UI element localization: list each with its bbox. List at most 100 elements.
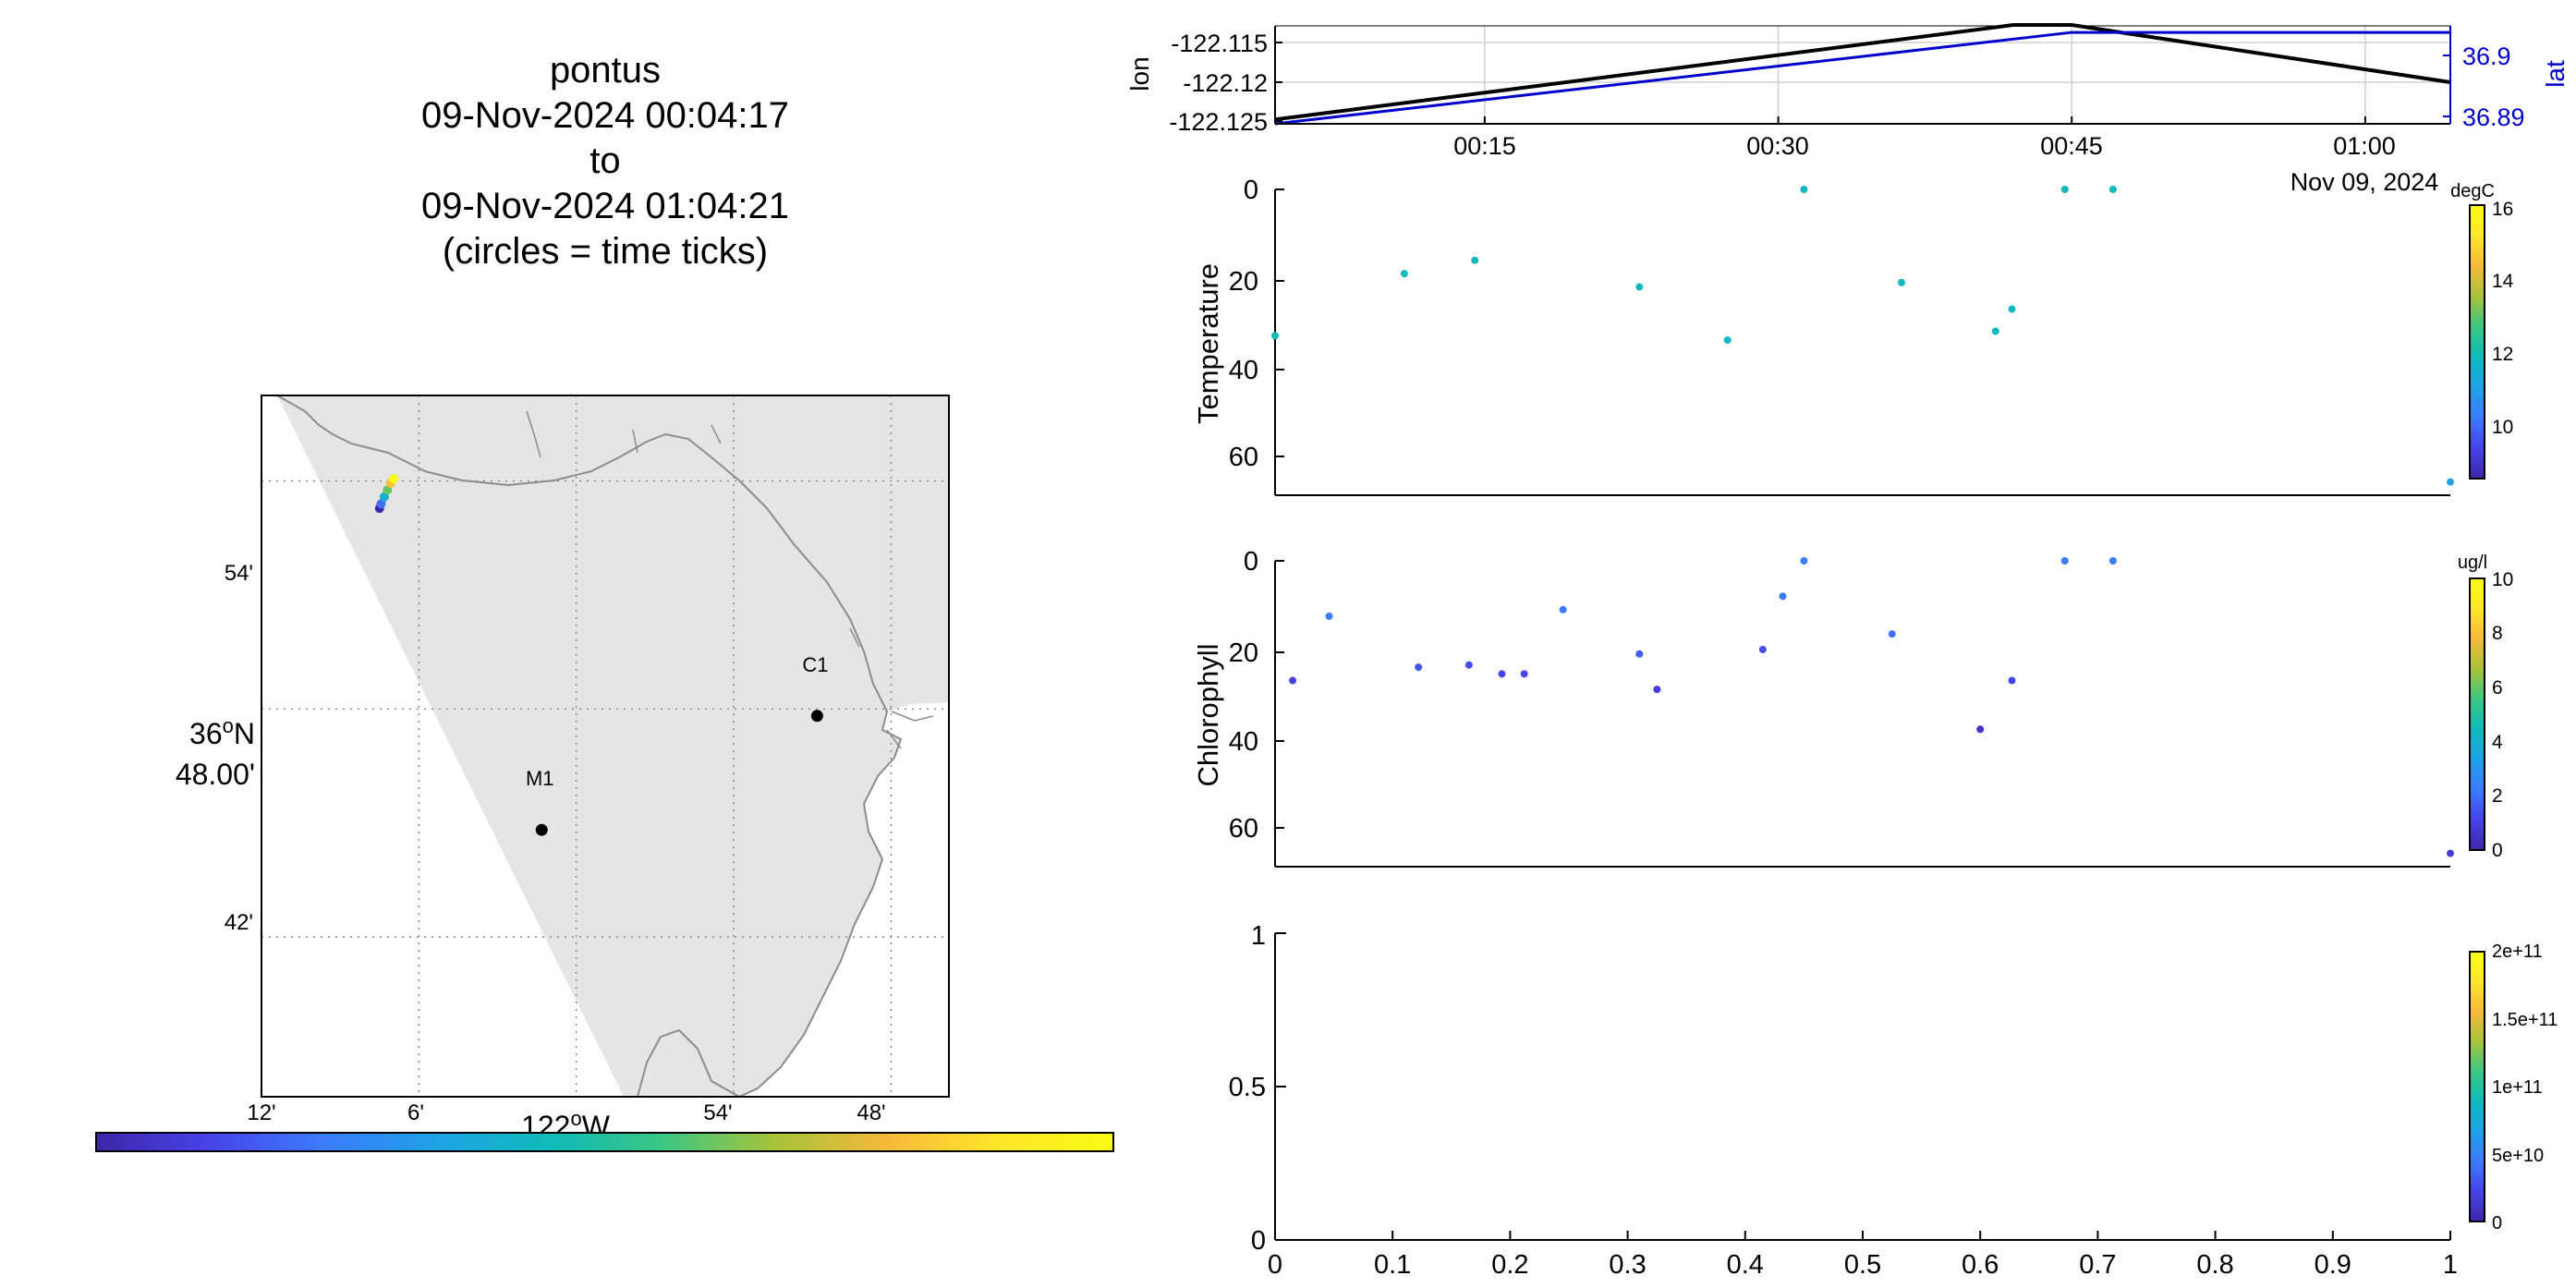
chl-cbar-tick: 6 [2492, 677, 2503, 699]
scatter-point [2447, 849, 2454, 857]
scatter-point [2108, 557, 2117, 565]
lat-tick-42: 42' [225, 910, 253, 935]
lat-deg-sup: o [223, 714, 234, 737]
lon-tick-label: -122.115 [1171, 30, 1268, 57]
station-marker [535, 823, 548, 836]
scatter-point [1976, 725, 1985, 734]
river-outline [526, 410, 934, 749]
chl-cbar-tick: 10 [2492, 569, 2513, 590]
chl-y-tick: 20 [1229, 638, 1258, 668]
scatter-point [1464, 661, 1473, 669]
temp-cbar-tick: 16 [2492, 199, 2513, 220]
lat-deg-suffix: N [234, 717, 255, 750]
temp-cbar-tick: 10 [2492, 417, 2513, 438]
empty-xtick-label: 0.8 [2196, 1250, 2233, 1280]
lon-tick-label: -122.12 [1183, 69, 1268, 97]
temp-y-label: Temperature [1192, 263, 1224, 424]
lonlat-panel: -122.115 -122.12 -122.125 36.9 36.89 lon… [1125, 23, 2570, 196]
empty-panel: 1 0.5 0 0 0.1 0.2 0.3 0.4 0.5 0.6 0.7 0.8 0.9 1 2e… [1229, 921, 2558, 1280]
scatter-point [1498, 670, 1506, 678]
scatter-point [1520, 670, 1528, 678]
station-label: M1 [526, 767, 554, 790]
scatter-point [1289, 676, 1297, 685]
empty-y-tick: 0 [1251, 1226, 1266, 1256]
date-label: Nov 09, 2024 [2290, 168, 2439, 196]
platform-name: pontus [549, 50, 662, 91]
scatter-point [2108, 186, 2117, 193]
time-tick-label: 00:45 [2040, 132, 2103, 160]
empty-xtick-label: 0.4 [1727, 1250, 1764, 1280]
lon-series-line [1274, 23, 2451, 122]
empty-y-tick: 0.5 [1229, 1073, 1266, 1102]
coastline [276, 395, 903, 1097]
scatter-point [1415, 663, 1423, 672]
lon-tick-54: 54' [703, 1100, 732, 1125]
land-south-point [638, 1030, 739, 1097]
scatter-point [1897, 278, 1905, 286]
empty-xtick-label: 0.2 [1491, 1250, 1528, 1280]
empty-colorbar [2469, 951, 2485, 1222]
empty-xtick-label: 0.5 [1844, 1250, 1881, 1280]
lon-tick-label: -122.125 [1169, 108, 1268, 136]
scatter-point [1800, 186, 1808, 193]
chl-cbar-tick: 4 [2492, 732, 2503, 753]
chl-cbar-tick: 2 [2492, 785, 2503, 807]
scatter-point [1325, 612, 1333, 620]
station-marker [810, 710, 823, 723]
scatter-point [1653, 686, 1661, 694]
lat-tick-label: 36.89 [2462, 103, 2525, 131]
end-time: 09-Nov-2024 01:04:21 [420, 186, 790, 226]
map-frame [261, 395, 950, 1098]
scatter-point [2008, 305, 2016, 313]
scatter-point [2060, 186, 2069, 193]
lat-tick-label: 36.9 [2462, 43, 2511, 70]
scatter-point [2008, 676, 2016, 685]
empty-xtick-label: 0.7 [2079, 1250, 2116, 1280]
temp-colorbar-unit: degC [2450, 181, 2495, 201]
time-tick-label: 00:15 [1453, 132, 1516, 160]
chl-y-label: Chlorophyll [1192, 643, 1224, 786]
time-tick-label: 00:30 [1746, 132, 1809, 160]
scatter-point [1471, 256, 1479, 264]
lon-axis-label: lon [1125, 56, 1154, 91]
coastline-south [637, 1028, 740, 1097]
empty-cbar-tick: 5e+10 [2492, 1146, 2544, 1166]
scatter-point [1800, 557, 1808, 565]
chlorophyll-points [1289, 557, 2454, 857]
chl-y-tick: 60 [1229, 814, 1258, 844]
empty-xtick-label: 1 [2443, 1250, 2458, 1280]
temp-cbar-tick: 12 [2492, 344, 2513, 365]
lon-deg-sup: o [570, 1107, 581, 1130]
temperature-panel: 0 20 40 60 Temperature degC 16 14 12 10 [1192, 176, 2514, 496]
glider-track [374, 474, 399, 514]
chl-colorbar-unit: ug/l [2458, 553, 2487, 573]
temp-colorbar [2469, 204, 2485, 480]
map-colorbar [95, 1132, 1114, 1152]
scatter-point [1888, 630, 1896, 638]
scatter-point [1635, 650, 1644, 658]
scatter-point [1271, 332, 1279, 340]
lonlat-series [1274, 23, 2451, 126]
temp-y-tick: 40 [1229, 356, 1258, 385]
lat-tick-48min: 48.00' [176, 758, 255, 791]
track-point [389, 474, 399, 484]
circles-note: (circles = time ticks) [442, 231, 769, 272]
empty-xtick-label: 0.3 [1609, 1250, 1646, 1280]
lat-tick-54: 54' [225, 561, 253, 586]
empty-xtick-label: 0.6 [1962, 1250, 1999, 1280]
lon-tick-12: 12' [247, 1100, 275, 1125]
temp-y-tick: 0 [1244, 176, 1258, 205]
empty-xtick-label: 0 [1268, 1250, 1282, 1280]
scatter-point [1779, 592, 1787, 601]
chl-cbar-tick: 8 [2492, 623, 2503, 644]
scatter-point [2060, 557, 2069, 565]
scatter-point [1400, 270, 1408, 278]
empty-y-tick: 1 [1251, 921, 1266, 951]
temp-cbar-tick: 14 [2492, 271, 2514, 292]
mooring-stations: M1 C1 [526, 653, 828, 836]
scatter-point [1635, 283, 1644, 291]
chlorophyll-panel: 0 20 40 60 Chlorophyll ug/l 10 8 6 4 2 0 [1192, 547, 2513, 868]
empty-xtick-label: 0.9 [2315, 1250, 2351, 1280]
